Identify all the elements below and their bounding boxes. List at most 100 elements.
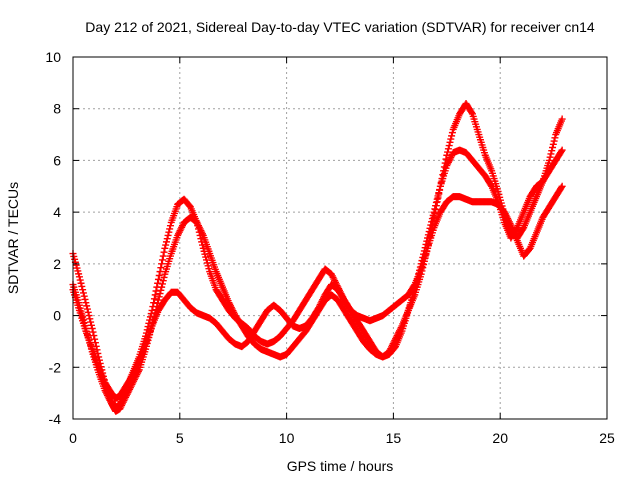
data-marks <box>69 100 566 415</box>
data-point <box>448 129 456 137</box>
data-point <box>158 256 166 264</box>
data-point <box>83 305 91 313</box>
data-point <box>87 321 95 329</box>
data-point <box>447 135 455 143</box>
data-point <box>549 140 557 148</box>
data-point <box>130 369 138 377</box>
data-point <box>198 230 206 238</box>
chart-title: Day 212 of 2021, Sidereal Day-to-day VTE… <box>85 19 595 35</box>
data-point <box>446 155 454 163</box>
data-point <box>549 144 557 151</box>
data-point <box>83 302 91 310</box>
data-point <box>117 403 125 411</box>
data-point <box>425 228 433 236</box>
data-point <box>319 294 327 302</box>
data-point <box>436 186 444 194</box>
data-point <box>557 184 565 192</box>
data-point <box>196 225 204 233</box>
data-point <box>176 227 184 235</box>
data-point <box>174 231 182 239</box>
data-point <box>502 211 510 219</box>
data-point <box>122 393 130 401</box>
data-point <box>158 283 166 291</box>
data-point <box>120 397 128 405</box>
data-point <box>317 299 325 307</box>
data-point <box>161 244 169 252</box>
data-point <box>159 252 167 260</box>
data-point <box>84 308 92 316</box>
data-point <box>81 295 89 303</box>
data-point <box>500 208 508 216</box>
data-point <box>504 215 512 223</box>
data-point <box>505 218 513 226</box>
data-point <box>79 289 87 297</box>
x-axis-label: GPS time / hours <box>287 458 394 474</box>
y-tick-label: 2 <box>53 256 61 272</box>
data-point <box>85 312 93 320</box>
data-point <box>226 300 234 308</box>
data-point <box>82 299 90 307</box>
data-point <box>165 228 173 236</box>
data-point <box>79 286 87 294</box>
data-point <box>88 325 96 332</box>
data-point <box>197 227 205 235</box>
x-tick-label: 15 <box>386 430 402 446</box>
data-point <box>105 395 113 403</box>
data-point <box>315 304 323 312</box>
y-tick-label: 10 <box>45 49 61 65</box>
data-point <box>487 181 495 189</box>
data-point <box>468 109 476 117</box>
data-point <box>123 390 131 398</box>
data-point <box>104 393 112 401</box>
data-point <box>228 305 236 313</box>
data-point <box>75 273 83 281</box>
data-point <box>154 275 162 283</box>
data-point <box>331 277 339 285</box>
data-point <box>133 363 141 371</box>
data-point <box>194 220 202 228</box>
data-point <box>158 280 166 288</box>
data-point <box>227 302 235 310</box>
data-point <box>164 231 172 239</box>
x-tick-label: 10 <box>279 430 295 446</box>
data-point <box>444 158 452 166</box>
data-point <box>435 189 443 197</box>
data-point <box>89 328 97 336</box>
data-point <box>130 368 138 376</box>
data-point <box>547 150 555 158</box>
data-point <box>119 398 127 406</box>
data-point <box>175 228 183 236</box>
data-point <box>327 270 335 278</box>
data-point <box>546 153 554 161</box>
x-tick-label: 0 <box>69 430 77 446</box>
data-point <box>194 222 202 230</box>
data-point <box>198 228 206 236</box>
y-tick-label: 8 <box>53 101 61 117</box>
data-point <box>558 115 566 123</box>
data-point <box>443 162 451 170</box>
data-point <box>132 365 140 373</box>
series-track-3 <box>69 182 566 402</box>
axis-ticks <box>72 56 608 420</box>
data-point <box>118 400 126 408</box>
data-point <box>178 222 186 230</box>
y-tick-label: 4 <box>53 204 61 220</box>
data-point <box>157 286 165 294</box>
y-tick-labels: -4 -2 0 2 4 6 8 10 <box>45 49 61 427</box>
y-tick-label: 6 <box>53 152 61 168</box>
data-point <box>447 154 455 162</box>
data-point <box>87 318 95 326</box>
data-point <box>410 282 418 290</box>
data-point <box>159 277 167 285</box>
data-point <box>230 308 238 316</box>
data-point <box>444 160 452 168</box>
data-point <box>445 142 453 150</box>
data-point <box>162 241 170 249</box>
data-point <box>80 292 88 300</box>
data-point <box>316 301 324 309</box>
data-point <box>448 152 456 160</box>
data-point <box>431 205 439 213</box>
data-point <box>445 157 453 165</box>
data-point <box>122 392 130 400</box>
